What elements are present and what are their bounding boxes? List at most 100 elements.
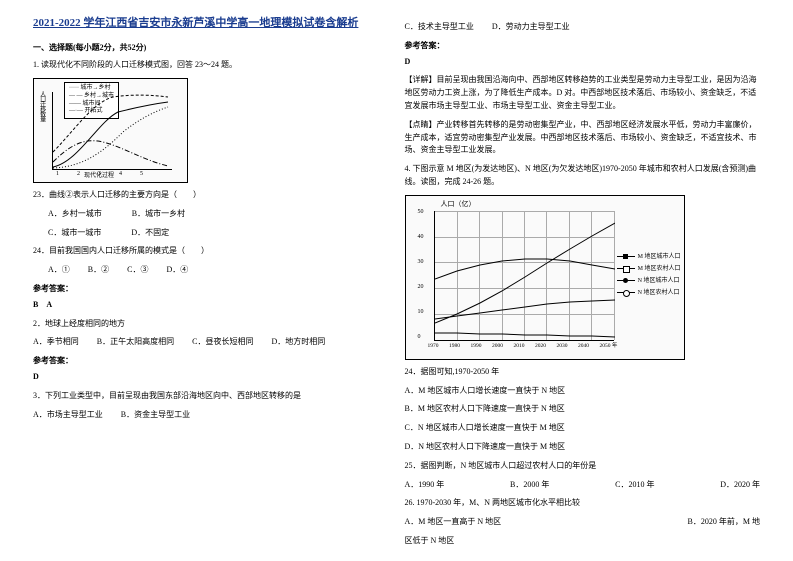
fig2-y-axis-title: 人口（亿） bbox=[441, 199, 476, 210]
answer-q3: D bbox=[405, 56, 761, 69]
q2-option: D．地方时相同 bbox=[271, 336, 325, 349]
fig2-ytick: 0 bbox=[418, 333, 424, 343]
fig1-y-axis-label: 人口迁移数量 bbox=[36, 91, 46, 121]
fig2-xtick: 2040 bbox=[578, 342, 589, 351]
fig2-xtick: 2050 年 bbox=[600, 342, 618, 351]
fig1-curve bbox=[53, 102, 168, 167]
q4-intro: 4. 下图示意 M 地区(为发达地区)、N 地区(为欠发达地区)1970-205… bbox=[405, 163, 761, 189]
fig2-legend: M 地区城市人口 M 地区农村人口 N 地区城市人口 N 地区农村人口 bbox=[617, 251, 681, 299]
q23-option: A．乡村一城市 bbox=[48, 208, 102, 221]
fig2-legend-label: M 地区农村人口 bbox=[638, 263, 681, 275]
fig1-xtick: 4 bbox=[119, 170, 122, 180]
q3-option: B．资金主导型工业 bbox=[121, 409, 190, 422]
q24-option: D．④ bbox=[166, 264, 188, 277]
q3-option: A．市场主导型工业 bbox=[33, 409, 103, 422]
figure-1-migration-model: 人口迁移数量 ····· 城市→乡村 — — 乡村→城市 —— 城市间 —·— … bbox=[33, 78, 188, 183]
fig2-ytick: 30 bbox=[418, 258, 424, 268]
q25-options: A．1990 年 B．2000 年 C．2010 年 D．2020 年 bbox=[405, 479, 761, 492]
q25-option: D．2020 年 bbox=[720, 479, 760, 492]
q24b-stem: 24．据图可知,1970-2050 年 bbox=[405, 366, 761, 379]
q25-option: C．2010 年 bbox=[615, 479, 654, 492]
fig2-ytick: 40 bbox=[418, 233, 424, 243]
answer-label: 参考答案： bbox=[33, 355, 389, 368]
fig2-series-line bbox=[435, 300, 615, 319]
q3-options-cont: C．技术主导型工业 D．劳动力主导型工业 bbox=[405, 21, 761, 34]
fig2-ytick: 10 bbox=[418, 308, 424, 318]
fig2-xtick: 2020 bbox=[535, 342, 546, 351]
q2-options: A．季节相同 B．正午太阳高度相同 C．昼夜长短相同 D．地方时相同 bbox=[33, 336, 389, 349]
fig1-xtick: 2 bbox=[77, 170, 80, 180]
q24-options: A．① B．② C．③ D．④ bbox=[48, 264, 389, 277]
marker-square-open-icon bbox=[617, 268, 635, 269]
fig2-legend-label: N 地区城市人口 bbox=[638, 275, 680, 287]
q24-stem: 24．目前我国国内人口迁移所属的模式是（ ） bbox=[33, 245, 389, 258]
fig2-xtick: 1990 bbox=[471, 342, 482, 351]
q25-stem: 25．据图判断，N 地区城市人口超过农村人口的年份是 bbox=[405, 460, 761, 473]
q23-option: D．不固定 bbox=[131, 227, 169, 240]
q23-option: C．城市一城市 bbox=[48, 227, 101, 240]
q24b-option: D．N 地区农村人口下降速度一直快于 M 地区 bbox=[405, 441, 761, 454]
fig2-ytick: 50 bbox=[418, 208, 424, 218]
q26-continuation: 区低于 N 地区 bbox=[405, 535, 761, 548]
fig2-legend-item: M 地区城市人口 bbox=[617, 251, 681, 263]
q26-stem: 26. 1970-2030 年，M、N 两地区城市化水平相比较 bbox=[405, 497, 761, 510]
fig1-curve bbox=[53, 141, 168, 166]
fig2-series-line bbox=[435, 259, 615, 279]
q24b-option: C．N 地区城市人口增长速度一直快于 M 地区 bbox=[405, 422, 761, 435]
q26-option: A．M 地区一直高于 N 地区 bbox=[405, 516, 502, 529]
fig2-legend-item: M 地区农村人口 bbox=[617, 263, 681, 275]
figure-2-population-chart: 人口（亿） 50 40 30 20 10 0 1970 1980 1990 20… bbox=[405, 195, 685, 360]
answer-q2: D bbox=[33, 371, 389, 384]
fig2-ytick: 20 bbox=[418, 283, 424, 293]
marker-circle-filled-icon bbox=[617, 280, 635, 281]
q24-option: B．② bbox=[88, 264, 109, 277]
fig1-x-axis-label: 现代化过程 bbox=[84, 172, 114, 182]
q24b-option: B．M 地区农村人口下降速度一直快于 N 地区 bbox=[405, 403, 761, 416]
q23-option: B．城市一乡村 bbox=[132, 208, 185, 221]
q3-explanation-detail: 【详解】目前呈现由我国沿海向中、西部地区转移趋势的工业类型是劳动力主导型工业，是… bbox=[405, 74, 761, 112]
q26-option: B．2020 年前，M 地 bbox=[688, 516, 760, 529]
section-a-heading: 一、选择题(每小题2分，共52分) bbox=[33, 42, 389, 55]
answer-q23-24: B A bbox=[33, 299, 389, 312]
q2-option: A．季节相同 bbox=[33, 336, 79, 349]
fig2-series-line bbox=[435, 333, 615, 337]
q23-options-row1: A．乡村一城市 B．城市一乡村 bbox=[48, 208, 389, 221]
q24-option: A．① bbox=[48, 264, 70, 277]
q25-option: A．1990 年 bbox=[405, 479, 445, 492]
fig2-series bbox=[435, 211, 615, 341]
marker-square-filled-icon bbox=[617, 256, 635, 257]
fig2-grid bbox=[434, 211, 614, 341]
left-column: 2021-2022 学年江西省吉安市永新芦溪中学高一地理模拟试卷含解析 一、选择… bbox=[25, 15, 397, 546]
right-column: C．技术主导型工业 D．劳动力主导型工业 参考答案： D 【详解】目前呈现由我国… bbox=[397, 15, 769, 546]
q3-option: C．技术主导型工业 bbox=[405, 21, 474, 34]
q24b-option: A．M 地区城市人口增长速度一直快于 N 地区 bbox=[405, 385, 761, 398]
q23-stem: 23．曲线②表示人口迁移的主要方向是（ ） bbox=[33, 189, 389, 202]
fig2-xtick: 2000 bbox=[492, 342, 503, 351]
fig2-legend-item: N 地区农村人口 bbox=[617, 287, 681, 299]
fig2-xtick: 1980 bbox=[449, 342, 460, 351]
answer-label: 参考答案： bbox=[405, 40, 761, 53]
fig1-xtick: 1 bbox=[56, 170, 59, 180]
page-title: 2021-2022 学年江西省吉安市永新芦溪中学高一地理模拟试卷含解析 bbox=[33, 15, 389, 32]
fig2-legend-label: M 地区城市人口 bbox=[638, 251, 681, 263]
q2-option: C．昼夜长短相同 bbox=[192, 336, 253, 349]
fig2-xtick: 2010 bbox=[514, 342, 525, 351]
q25-option: B．2000 年 bbox=[510, 479, 549, 492]
q3-options: A．市场主导型工业 B．资金主导型工业 bbox=[33, 409, 389, 422]
fig1-curves bbox=[53, 92, 173, 170]
q24-option: C．③ bbox=[127, 264, 148, 277]
q3-option: D．劳动力主导型工业 bbox=[492, 21, 570, 34]
fig2-legend-label: N 地区农村人口 bbox=[638, 287, 680, 299]
fig1-xtick: 5 bbox=[140, 170, 143, 180]
q2-option: B．正午太阳高度相同 bbox=[97, 336, 174, 349]
fig2-xtick: 2030 bbox=[557, 342, 568, 351]
marker-circle-open-icon bbox=[617, 292, 635, 293]
fig2-legend-item: N 地区城市人口 bbox=[617, 275, 681, 287]
q23-options-row2: C．城市一城市 D．不固定 bbox=[48, 227, 389, 240]
answer-label: 参考答案： bbox=[33, 283, 389, 296]
fig2-y-ticks: 50 40 30 20 10 0 bbox=[418, 208, 424, 343]
fig1-curve bbox=[53, 107, 168, 168]
fig2-series-line bbox=[435, 223, 615, 323]
fig2-x-ticks: 1970 1980 1990 2000 2010 2020 2030 2040 … bbox=[428, 342, 618, 351]
fig2-xtick: 1970 bbox=[428, 342, 439, 351]
